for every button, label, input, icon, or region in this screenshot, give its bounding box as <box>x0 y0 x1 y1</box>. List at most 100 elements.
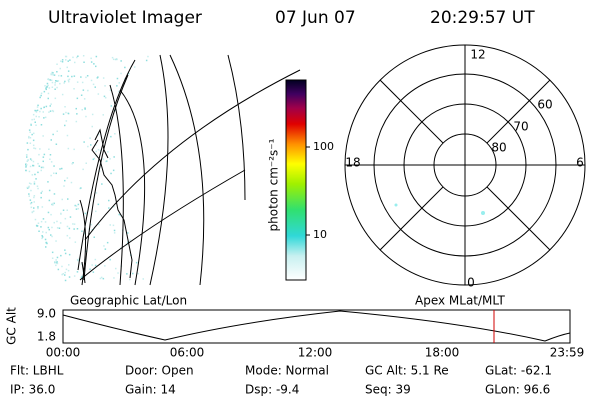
speckle <box>76 56 78 59</box>
alt-ytick: 9.0 <box>37 307 56 321</box>
speckle <box>30 189 32 192</box>
speckle <box>69 237 71 239</box>
speckle <box>67 75 69 78</box>
speckle <box>29 202 32 205</box>
speckle <box>35 178 37 180</box>
speckle <box>85 162 87 164</box>
speckle <box>35 115 37 118</box>
speckle <box>56 80 58 82</box>
speckle <box>37 162 39 165</box>
speckle <box>51 203 53 206</box>
speckle <box>84 108 86 110</box>
speckle <box>27 148 29 151</box>
speckle <box>30 206 33 209</box>
speckle <box>53 221 55 224</box>
speckle <box>58 227 61 229</box>
speckle <box>30 159 33 162</box>
speckle <box>41 236 44 238</box>
speckle <box>91 113 94 116</box>
speckle <box>34 121 36 123</box>
lat-label: 70 <box>513 120 528 134</box>
speckle <box>92 158 95 161</box>
speckle <box>90 61 93 63</box>
speckle <box>74 61 76 64</box>
speckle <box>62 209 65 211</box>
speckle <box>60 60 62 62</box>
speckle <box>64 179 66 182</box>
speckle <box>29 142 32 144</box>
speckle <box>77 207 79 210</box>
speckle <box>67 147 70 150</box>
speckle <box>81 230 83 232</box>
speckle <box>61 265 63 268</box>
speckle <box>63 185 65 187</box>
speckle <box>87 145 89 148</box>
speckle <box>50 139 52 141</box>
speckle <box>68 78 71 81</box>
speckle <box>47 78 50 81</box>
speckle <box>51 109 54 112</box>
speckle <box>46 86 48 88</box>
speckle <box>142 278 144 280</box>
speckle <box>81 109 83 111</box>
speckle <box>90 79 93 82</box>
speckle <box>66 225 69 228</box>
speckle <box>33 132 35 135</box>
speckle <box>95 210 97 213</box>
speckle <box>36 106 39 108</box>
speckle <box>82 89 85 91</box>
speckle <box>66 134 69 137</box>
speckle <box>99 149 102 152</box>
speckle <box>117 90 120 93</box>
speckle <box>33 118 35 121</box>
speckle <box>73 148 75 151</box>
speckle <box>31 133 33 136</box>
speckle <box>72 223 74 225</box>
speckle <box>42 111 44 113</box>
speckle <box>113 205 115 208</box>
speckle <box>25 166 27 168</box>
title: Ultraviolet Imager <box>48 8 202 28</box>
speckle <box>25 154 28 156</box>
speckle <box>34 109 36 112</box>
speckle <box>41 237 43 240</box>
speckle <box>47 226 50 229</box>
speckle <box>59 168 61 170</box>
speckle <box>37 187 39 190</box>
speckle <box>28 193 30 195</box>
panel-label: Geographic Lat/Lon <box>70 294 187 308</box>
speckle <box>35 111 38 113</box>
speckle <box>67 70 70 72</box>
speckle <box>91 125 93 128</box>
speckle <box>51 251 54 254</box>
speckle <box>33 207 35 209</box>
speckle <box>42 218 45 220</box>
speckle <box>45 88 47 91</box>
alt-xticks: 00:00 06:00 12:00 18:00 23:59 <box>46 346 585 360</box>
speckle <box>61 59 64 61</box>
speckle <box>26 186 29 189</box>
speckle <box>109 224 111 226</box>
speckle <box>28 182 31 184</box>
speckle <box>54 261 56 264</box>
speckle <box>52 202 54 205</box>
speckle <box>69 59 71 61</box>
speckle <box>73 223 76 225</box>
speckle <box>84 212 87 215</box>
speckle <box>97 93 100 95</box>
speckle <box>43 117 45 119</box>
speckle <box>44 85 46 87</box>
speckle <box>44 238 47 241</box>
speckle <box>80 276 83 279</box>
speckle <box>30 124 32 126</box>
speckle <box>95 192 98 194</box>
speckle <box>33 196 35 199</box>
speckle <box>83 61 85 63</box>
speckle <box>32 160 35 163</box>
speckle <box>114 58 117 61</box>
mlt-label: 6 <box>576 156 584 170</box>
speckle <box>83 141 85 143</box>
speckle <box>37 206 39 208</box>
speckle <box>27 159 29 162</box>
speckle <box>35 110 37 112</box>
